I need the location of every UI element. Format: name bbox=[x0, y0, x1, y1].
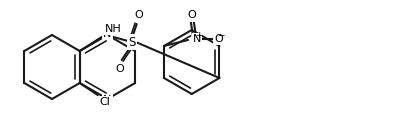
Text: +: + bbox=[195, 31, 203, 40]
Text: NH: NH bbox=[105, 24, 122, 34]
Text: N: N bbox=[103, 95, 112, 105]
Text: O: O bbox=[188, 10, 196, 20]
Text: O: O bbox=[115, 64, 124, 74]
Text: N: N bbox=[193, 34, 202, 44]
Text: O: O bbox=[134, 10, 143, 20]
Text: N: N bbox=[103, 29, 112, 39]
Text: S: S bbox=[128, 36, 135, 49]
Text: −: − bbox=[217, 31, 225, 40]
Text: Cl: Cl bbox=[100, 97, 110, 107]
Text: O: O bbox=[214, 34, 223, 44]
